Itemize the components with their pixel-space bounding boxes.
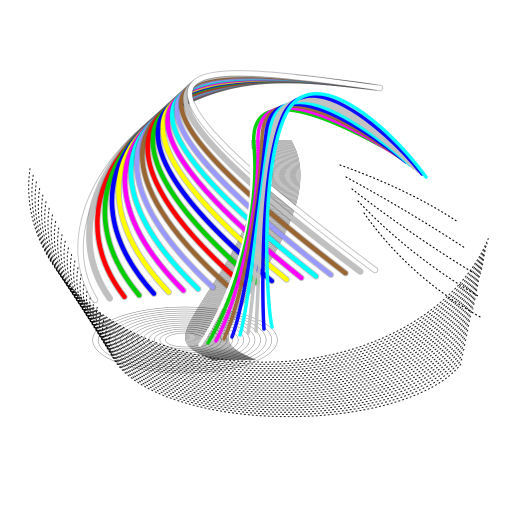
dotted-ray: [357, 200, 479, 297]
dotted-ray: [351, 188, 473, 273]
dotted-trajectory: [66, 247, 476, 389]
dotted-trajectory: [76, 267, 473, 396]
vortex-swirl-ring: [148, 326, 222, 354]
vortex-swirl-ring: [97, 308, 273, 372]
inner-streamtube: [222, 104, 404, 341]
vortex-core-line: [222, 139, 295, 361]
dotted-ray: [345, 176, 466, 249]
inner-streamtube: [261, 94, 424, 331]
inner-streamtube: [238, 100, 412, 337]
inner-streamtube: [214, 106, 400, 343]
dotted-trajectory: [69, 254, 475, 392]
dotted-trajectory: [82, 280, 471, 400]
vortex-swirl-ring: [131, 320, 239, 360]
inner-streamtube: [246, 98, 416, 335]
vortex-swirl-ring: [125, 318, 245, 362]
dotted-trajectory: [34, 181, 487, 368]
inner-streamtube: [265, 92, 428, 329]
inner-streamtube: [206, 107, 396, 345]
vortex-swirl-ring: [109, 312, 261, 368]
vortex-core-line: [218, 139, 291, 361]
inner-streamtube: [254, 96, 420, 333]
dotted-trajectory: [108, 333, 462, 418]
colored-streamtube-layer: [77, 70, 428, 347]
vortex-swirl-ring: [92, 306, 278, 374]
dotted-trajectory: [53, 221, 481, 381]
vortex-swirl-ring: [142, 324, 228, 356]
dotted-trajectory: [40, 194, 485, 372]
dotted-trajectory: [28, 168, 489, 363]
dotted-trajectory-layer: [28, 164, 489, 418]
dotted-ray: [363, 212, 483, 319]
dotted-trajectory: [98, 313, 465, 411]
dotted-trajectory: [60, 234, 478, 385]
dotted-trajectory: [37, 188, 486, 370]
dotted-trajectory: [89, 293, 469, 405]
vortex-swirl-ring: [103, 310, 267, 370]
inner-streamtube: [230, 102, 408, 339]
vortex-core-line: [201, 139, 275, 361]
streamtube: [187, 71, 383, 273]
dotted-ray: [339, 164, 459, 223]
vortex-swirl-ring: [120, 316, 250, 364]
vortex-swirl-ring: [114, 314, 256, 366]
vortex-swirl-ring: [137, 322, 233, 358]
dotted-trajectory: [105, 326, 463, 415]
vortex-core-line: [200, 139, 273, 361]
